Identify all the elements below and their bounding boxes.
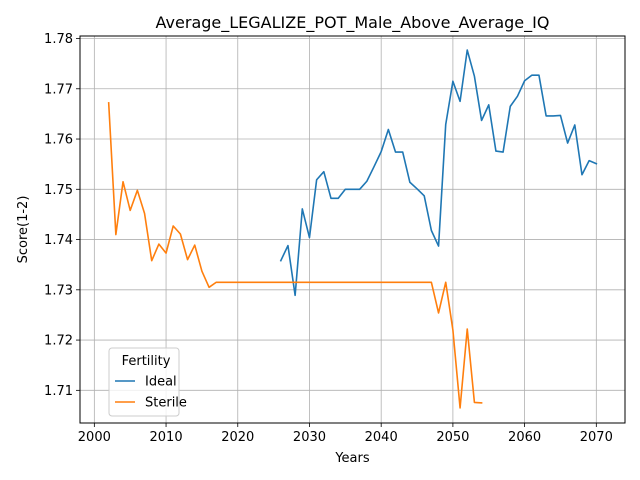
x-tick-label: 2040	[365, 430, 398, 445]
x-axis-ticks: 2000 2010 2020 2030 2040 2050 2060 2070	[78, 423, 613, 445]
legend-title: Fertility	[122, 354, 171, 369]
x-tick-label: 2030	[293, 430, 326, 445]
x-tick-label: 2060	[508, 430, 541, 445]
legend-label-ideal: Ideal	[145, 375, 177, 390]
chart-title: Average_LEGALIZE_POT_Male_Above_Average_…	[156, 13, 550, 33]
series-line-ideal	[279, 49, 598, 297]
x-tick-label: 2020	[221, 430, 254, 445]
y-tick-label: 1.75	[44, 183, 73, 198]
x-tick-label: 2000	[78, 430, 111, 445]
legend-items: Ideal Sterile	[115, 375, 187, 411]
y-axis-label: Score(1-2)	[16, 196, 31, 264]
y-tick-label: 1.77	[44, 82, 73, 97]
series-layer	[107, 49, 598, 409]
legend-label-sterile: Sterile	[145, 396, 187, 411]
x-tick-label: 2010	[150, 430, 183, 445]
legend-box	[108, 347, 180, 417]
x-axis-label: Years	[334, 451, 370, 466]
y-tick-label: 1.78	[44, 32, 73, 47]
y-tick-label: 1.74	[44, 233, 73, 248]
y-tick-label: 1.73	[44, 283, 73, 298]
y-axis-ticks: 1.71 1.72 1.73 1.74 1.75 1.76 1.77 1.78	[44, 32, 80, 399]
plot-frame	[79, 35, 626, 424]
x-tick-label: 2050	[436, 430, 469, 445]
y-tick-label: 1.71	[44, 384, 73, 399]
y-tick-label: 1.72	[44, 334, 73, 349]
y-tick-label: 1.76	[44, 133, 73, 148]
x-tick-label: 2070	[580, 430, 613, 445]
legend: Fertility Ideal Sterile	[108, 347, 187, 417]
series-line-sterile	[107, 102, 483, 409]
